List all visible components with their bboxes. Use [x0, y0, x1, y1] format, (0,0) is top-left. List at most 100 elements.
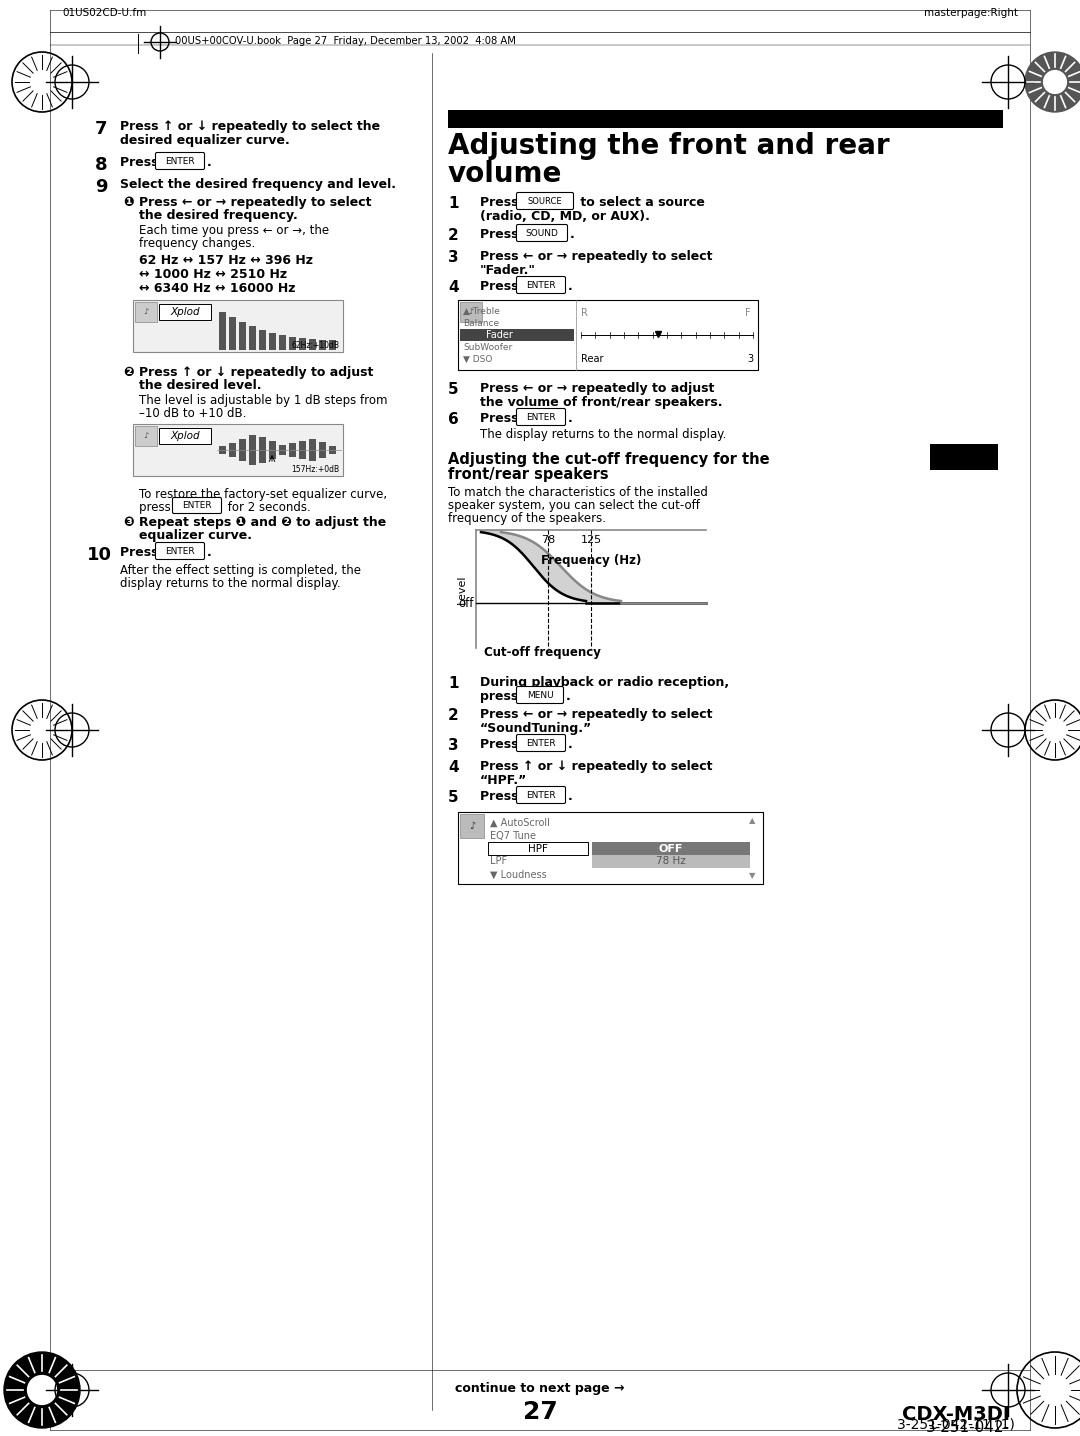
- FancyBboxPatch shape: [516, 408, 566, 425]
- Text: 27: 27: [523, 1400, 557, 1425]
- Text: for 2 seconds.: for 2 seconds.: [224, 501, 311, 514]
- Text: Each time you press ← or →, the: Each time you press ← or →, the: [139, 224, 329, 237]
- Text: 157Hz:+0dB: 157Hz:+0dB: [291, 465, 339, 474]
- Text: ENTER: ENTER: [526, 738, 556, 748]
- Bar: [135, 426, 157, 447]
- Circle shape: [1025, 52, 1080, 112]
- Text: off: off: [459, 597, 474, 610]
- Text: 5: 5: [448, 382, 459, 396]
- Text: Rear: Rear: [581, 355, 604, 363]
- Text: 3: 3: [747, 355, 753, 363]
- Text: .: .: [568, 738, 572, 751]
- Bar: [592, 841, 750, 854]
- Text: OFF: OFF: [659, 843, 684, 853]
- Bar: [249, 435, 256, 465]
- Text: volume: volume: [448, 159, 563, 188]
- Text: desired equalizer curve.: desired equalizer curve.: [120, 134, 289, 146]
- Text: front/rear speakers: front/rear speakers: [448, 467, 609, 482]
- FancyBboxPatch shape: [516, 686, 564, 704]
- Circle shape: [1043, 70, 1066, 93]
- Text: Xplod: Xplod: [171, 431, 200, 441]
- Text: ▲ Treble: ▲ Treble: [463, 306, 500, 316]
- Text: 7: 7: [95, 121, 108, 138]
- Text: ❶: ❶: [123, 195, 134, 210]
- Bar: [309, 439, 316, 461]
- Text: Press ↑ or ↓ repeatedly to adjust: Press ↑ or ↓ repeatedly to adjust: [139, 366, 374, 379]
- Text: –10 dB to +10 dB.: –10 dB to +10 dB.: [139, 406, 246, 419]
- Text: display returns to the normal display.: display returns to the normal display.: [120, 577, 340, 590]
- Bar: [159, 428, 211, 444]
- Text: (radio, CD, MD, or AUX).: (radio, CD, MD, or AUX).: [480, 210, 650, 223]
- Text: .: .: [568, 790, 572, 803]
- FancyBboxPatch shape: [516, 734, 566, 751]
- Text: SubWoofer: SubWoofer: [463, 343, 512, 352]
- FancyBboxPatch shape: [516, 787, 566, 804]
- Bar: [458, 811, 762, 885]
- Text: After the effect setting is completed, the: After the effect setting is completed, t…: [120, 564, 361, 577]
- Text: Press ↑ or ↓ repeatedly to select: Press ↑ or ↓ repeatedly to select: [480, 760, 713, 773]
- Text: 78 Hz: 78 Hz: [657, 856, 686, 866]
- Circle shape: [4, 1353, 80, 1427]
- Bar: [309, 339, 316, 350]
- Text: “SoundTuning.”: “SoundTuning.”: [480, 722, 592, 735]
- Bar: [460, 814, 484, 839]
- Text: During playback or radio reception,: During playback or radio reception,: [480, 676, 729, 689]
- Text: 1: 1: [448, 195, 459, 211]
- Text: .: .: [570, 228, 575, 241]
- Text: Press ↑ or ↓ repeatedly to select the: Press ↑ or ↓ repeatedly to select the: [120, 121, 380, 134]
- Bar: [319, 340, 326, 350]
- Bar: [219, 312, 226, 350]
- Text: 4: 4: [448, 760, 459, 775]
- Text: ENTER: ENTER: [165, 157, 194, 165]
- Text: ▼ DSO: ▼ DSO: [463, 355, 492, 363]
- Text: 2: 2: [448, 228, 459, 243]
- Text: .: .: [207, 157, 212, 169]
- Text: frequency of the speakers.: frequency of the speakers.: [448, 513, 606, 526]
- Bar: [592, 854, 750, 867]
- Text: ▼ Loudness: ▼ Loudness: [490, 870, 546, 879]
- Text: SOURCE: SOURCE: [528, 197, 563, 205]
- Text: The display returns to the normal display.: The display returns to the normal displa…: [480, 428, 727, 441]
- Text: Adjusting the cut-off frequency for the: Adjusting the cut-off frequency for the: [448, 452, 770, 467]
- Text: 62Hz:+10dB: 62Hz:+10dB: [291, 340, 339, 350]
- Text: ENTER: ENTER: [526, 412, 556, 422]
- Bar: [249, 326, 256, 350]
- Text: 3-251-042-: 3-251-042-: [926, 1420, 1010, 1435]
- Bar: [229, 317, 237, 350]
- Text: frequency changes.: frequency changes.: [139, 237, 255, 250]
- Text: Adjusting the front and rear: Adjusting the front and rear: [448, 132, 890, 159]
- Text: 2: 2: [448, 708, 459, 722]
- Text: Press: Press: [480, 228, 523, 241]
- Text: ♪: ♪: [469, 307, 473, 316]
- Text: ↔ 6340 Hz ↔ 16000 Hz: ↔ 6340 Hz ↔ 16000 Hz: [139, 281, 296, 294]
- Text: the desired frequency.: the desired frequency.: [139, 210, 298, 223]
- Text: R: R: [581, 307, 588, 317]
- Text: 3: 3: [448, 250, 459, 266]
- Text: Press: Press: [480, 195, 523, 210]
- Bar: [159, 304, 211, 320]
- Text: 78: 78: [541, 536, 555, 546]
- Text: 4: 4: [448, 280, 459, 294]
- Text: 1: 1: [448, 676, 459, 691]
- Text: Balance: Balance: [463, 319, 499, 327]
- Bar: [460, 329, 573, 340]
- Text: 01US02CD-U.fm: 01US02CD-U.fm: [62, 9, 146, 19]
- Text: Cut-off frequency: Cut-off frequency: [484, 646, 600, 659]
- Text: Press: Press: [120, 157, 163, 169]
- Text: 3: 3: [448, 738, 459, 752]
- FancyBboxPatch shape: [516, 277, 566, 293]
- Text: Press: Press: [120, 546, 163, 559]
- Text: 00US+00COV-U.book  Page 27  Friday, December 13, 2002  4:08 AM: 00US+00COV-U.book Page 27 Friday, Decemb…: [175, 36, 516, 46]
- Text: Repeat steps ❶ and ❷ to adjust the: Repeat steps ❶ and ❷ to adjust the: [139, 516, 387, 528]
- Text: ▲ AutoScroll: ▲ AutoScroll: [490, 817, 550, 827]
- FancyBboxPatch shape: [156, 543, 204, 560]
- Text: 62 Hz ↔ 157 Hz ↔ 396 Hz: 62 Hz ↔ 157 Hz ↔ 396 Hz: [139, 254, 313, 267]
- Text: ENTER: ENTER: [165, 547, 194, 556]
- Bar: [329, 447, 336, 454]
- Text: 8: 8: [95, 157, 108, 174]
- Text: MENU: MENU: [527, 691, 553, 699]
- Bar: [133, 300, 343, 352]
- Text: Press ← or → repeatedly to select: Press ← or → repeatedly to select: [139, 195, 372, 210]
- Text: Press: Press: [480, 412, 523, 425]
- Bar: [239, 439, 246, 461]
